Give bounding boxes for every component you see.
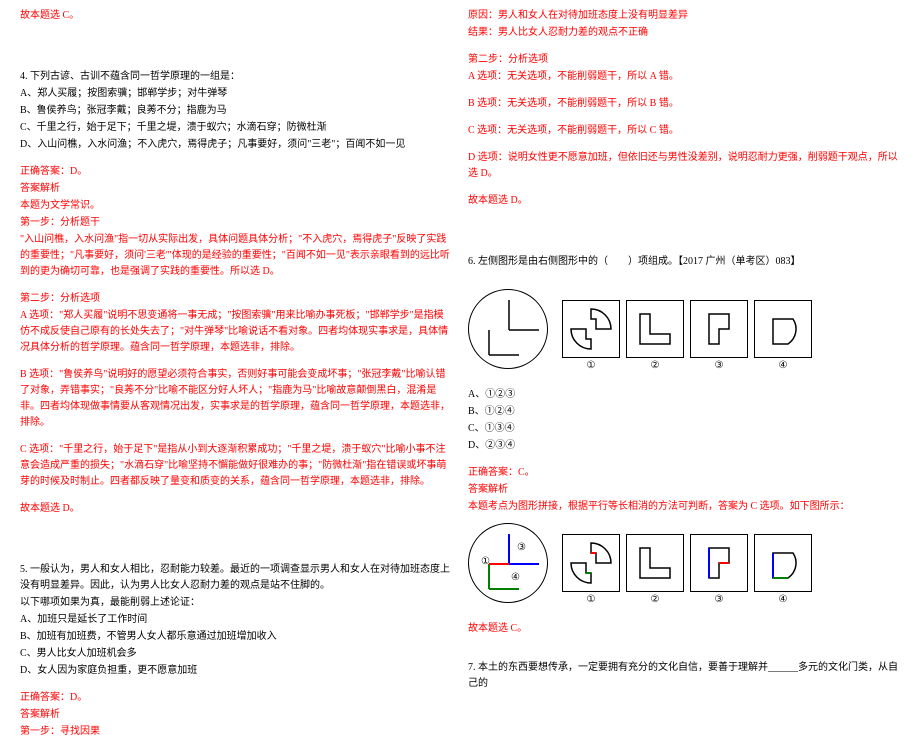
q4-b: B、鲁侯养鸟；张冠李戴；良莠不分；指鹿为马 — [20, 103, 452, 119]
r4: A 选项：无关选项，不能削弱题干，所以 A 错。 — [468, 69, 900, 85]
r5: B 选项：无关选项，不能削弱题干，所以 B 错。 — [468, 96, 900, 112]
r6: C 选项：无关选项，不能削弱题干，所以 C 错。 — [468, 123, 900, 139]
shape-3c: ③ — [690, 534, 748, 592]
q5-b: B、加班有加班费，不管男人女人都乐意通过加班增加收入 — [20, 629, 452, 645]
shape-2c: ② — [626, 534, 684, 592]
q4-ans: 正确答案：D。 — [20, 164, 452, 180]
q7-stem: 7. 本土的东西要想传承，一定要拥有充分的文化自信，要善于理解并______多元… — [468, 660, 900, 692]
q4-a: A、郑人买履；按图索骥；邯郸学步；对牛弹琴 — [20, 86, 452, 102]
q6-jx3: 故本题选 C。 — [468, 621, 900, 637]
q6-figure-top: ① ② ③ ④ — [468, 289, 900, 369]
q6-b: B、①②④ — [468, 404, 900, 420]
q6-d: D、②③④ — [468, 438, 900, 454]
r1: 原因：男人和女人在对待加班态度上没有明显差异 — [468, 8, 900, 24]
q5-ans: 正确答案：D。 — [20, 690, 452, 706]
q6-c: C、①③④ — [468, 421, 900, 437]
big-circle-colored: ① ③ ④ — [468, 523, 548, 603]
q4-jx4: "入山问樵，入水问渔"指一切从实际出发，具体问题具体分析；"不入虎穴，焉得虎子"… — [20, 232, 452, 280]
label-3c: ③ — [691, 594, 747, 605]
svg-text:①: ① — [481, 556, 490, 567]
q6-stem: 6. 左侧图形是由右侧图形中的（ ）项组成。【2017 广州（单考区）083】 — [468, 254, 900, 270]
label-1: ① — [563, 360, 619, 371]
q5-d: D、女人因为家庭负担重，更不愿意加班 — [20, 663, 452, 679]
q6-a: A、①②③ — [468, 387, 900, 403]
q5-stem1: 5. 一般认为，男人和女人相比，忍耐能力较差。最近的一项调查显示男人和女人在对待… — [20, 562, 452, 594]
q4-d: D、入山问樵，入水问渔；不入虎穴，焉得虎子；凡事要好，须问"三老"；百闻不如一见 — [20, 137, 452, 153]
q4-stem: 4. 下列古谚、古训不蕴含同一哲学原理的一组是： — [20, 69, 452, 85]
q4-c: C、千里之行，始于足下；千里之堤，溃于蚁穴；水滴石穿；防微杜渐 — [20, 120, 452, 136]
label-1c: ① — [563, 594, 619, 605]
q5-a: A、加班只是延长了工作时间 — [20, 612, 452, 628]
q5-stem2: 以下哪项如果为真，最能削弱上述论证： — [20, 595, 452, 611]
circle-inner-shape — [469, 290, 549, 370]
q5-jx2: 第一步：寻找因果 — [20, 724, 452, 740]
q4-jx5: 第二步：分析选项 — [20, 291, 452, 307]
q6-figure-bottom: ① ③ ④ ① ② ③ — [468, 523, 900, 603]
r7: D 选项：说明女性更不愿意加班，但依旧还与男性没差别，说明忍耐力更强，削弱题干观… — [468, 150, 900, 182]
shape-1: ① — [562, 300, 620, 358]
left-column: 故本题选 C。 4. 下列古谚、古训不蕴含同一哲学原理的一组是： A、郑人买履；… — [12, 8, 460, 643]
q6-ans: 正确答案：C。 — [468, 465, 900, 481]
svg-text:③: ③ — [517, 542, 526, 553]
q4-jx3: 第一步：分析题干 — [20, 215, 452, 231]
q4-jx7: B 选项："鲁侯养鸟"说明好的愿望必须符合事实，否则好事可能会变成坏事；"张冠李… — [20, 367, 452, 431]
label-4: ④ — [755, 360, 811, 371]
label-3: ③ — [691, 360, 747, 371]
q6-jx2: 本题考点为图形拼接，根据平行等长相消的方法可判断，答案为 C 选项。如下图所示： — [468, 499, 900, 515]
right-column: 原因：男人和女人在对待加班态度上没有明显差异 结果：男人比女人忍耐力差的观点不正… — [460, 8, 908, 643]
label-4c: ④ — [755, 594, 811, 605]
shape-1c: ① — [562, 534, 620, 592]
q4-jx8: C 选项："千里之行，始于足下"是指从小到大逐渐积累成功；"千里之堤，溃于蚁穴"… — [20, 442, 452, 490]
q4-jx2: 本题为文学常识。 — [20, 198, 452, 214]
label-2: ② — [627, 360, 683, 371]
q5-jx1: 答案解析 — [20, 707, 452, 723]
q5-c: C、男人比女人加班机会多 — [20, 646, 452, 662]
q4-jx1: 答案解析 — [20, 181, 452, 197]
shape-4: ④ — [754, 300, 812, 358]
r3: 第二步：分析选项 — [468, 52, 900, 68]
prev-answer: 故本题选 C。 — [20, 8, 452, 24]
label-2c: ② — [627, 594, 683, 605]
r2: 结果：男人比女人忍耐力差的观点不正确 — [468, 25, 900, 41]
svg-text:④: ④ — [511, 572, 520, 583]
shape-3: ③ — [690, 300, 748, 358]
q6-jx1: 答案解析 — [468, 482, 900, 498]
shape-2: ② — [626, 300, 684, 358]
r8: 故本题选 D。 — [468, 193, 900, 209]
shape-4c: ④ — [754, 534, 812, 592]
q4-jx6: A 选项："郑人买履"说明不思变通将一事无成；"按图索骥"用来比喻办事死板；"邯… — [20, 308, 452, 356]
q4-jx9: 故本题选 D。 — [20, 501, 452, 517]
big-circle-shape — [468, 289, 548, 369]
